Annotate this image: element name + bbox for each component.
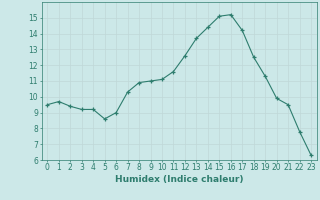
X-axis label: Humidex (Indice chaleur): Humidex (Indice chaleur) bbox=[115, 175, 244, 184]
